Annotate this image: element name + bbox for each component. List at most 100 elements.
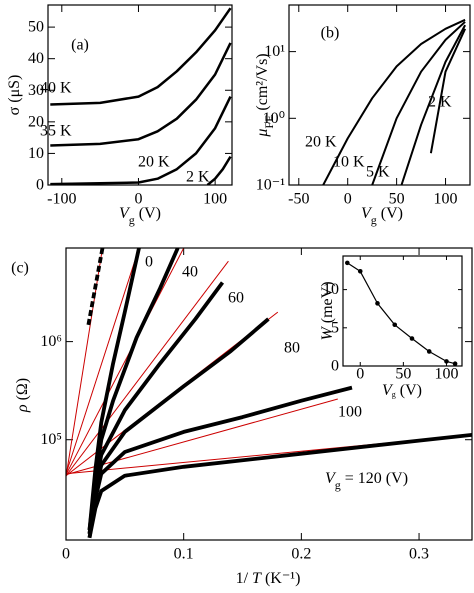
plot-frame xyxy=(65,247,473,541)
x-tick-label: 100 xyxy=(434,366,458,383)
series-label: 0 xyxy=(145,254,153,271)
series-line xyxy=(87,433,472,539)
x-tick-label: 0.2 xyxy=(291,546,311,563)
plot-frame xyxy=(288,4,471,186)
y-tick-label: 30 xyxy=(28,82,44,99)
y-axis-label-part: (μS) xyxy=(6,75,23,103)
inset-background xyxy=(343,256,462,366)
y-axis-label-part: (cm²/Vs) xyxy=(254,53,271,110)
y-axis-label-part: (meV) xyxy=(319,281,336,323)
y-axis-label: μFE (cm²/Vs) xyxy=(254,53,277,137)
y-tick-label: 50 xyxy=(28,19,44,36)
series-line xyxy=(87,385,353,539)
plot-frame xyxy=(47,4,233,186)
x-tick-label: 0 xyxy=(356,366,364,383)
y-axis-label-part: μ xyxy=(254,129,271,138)
x-axis-label-part: V xyxy=(119,205,131,222)
y-axis-label-part: ρ xyxy=(14,404,31,413)
series-label: 10 K xyxy=(333,154,365,171)
series-line xyxy=(429,28,467,154)
y-tick-label: 40 xyxy=(28,50,44,67)
x-tick-label: 0 xyxy=(344,191,352,208)
y-tick-label: 10⁵ xyxy=(40,431,62,448)
series-line xyxy=(50,96,232,185)
x-axis-label-part: (K⁻¹) xyxy=(265,570,300,587)
x-tick-label: 100 xyxy=(203,191,227,208)
series-label: 60 xyxy=(228,290,244,307)
marker xyxy=(444,359,449,364)
series-label: 2 K xyxy=(428,94,452,111)
series-line xyxy=(50,7,232,106)
marker xyxy=(392,322,398,328)
y-axis-label-part: σ xyxy=(6,106,23,115)
marker xyxy=(426,349,432,354)
y-axis-label: σ (μS) xyxy=(6,75,23,116)
x-tick-label: 50 xyxy=(395,366,411,383)
panel-label: (b) xyxy=(321,25,340,42)
y-tick-label: 10⁶ xyxy=(40,333,62,350)
x-axis-label-part: V xyxy=(382,382,394,399)
series-label: 35 K xyxy=(40,123,72,140)
series-line xyxy=(66,248,140,474)
series-line xyxy=(66,260,229,477)
annotation-part: = 120 (V) xyxy=(345,470,408,487)
panel-label: (c) xyxy=(11,260,29,277)
y-tick-label: 0 xyxy=(36,177,44,194)
y-tick-label: 5 xyxy=(331,319,339,336)
x-tick-label: 0 xyxy=(134,191,142,208)
x-axis-label-part: T xyxy=(252,570,262,587)
annotation-part: V xyxy=(325,470,337,487)
x-axis-label-part: (V) xyxy=(381,205,403,222)
x-tick-label: 0.1 xyxy=(174,546,194,563)
series-line xyxy=(322,18,466,185)
series-label: 2 K xyxy=(186,169,210,186)
series-line xyxy=(50,42,232,147)
x-axis-label: Vg (V) xyxy=(382,382,422,400)
x-tick-label: 100 xyxy=(434,191,458,208)
y-axis-label-part: W xyxy=(319,326,336,341)
marker xyxy=(345,260,350,266)
series-label: 40 xyxy=(182,264,198,281)
y-axis-label: W (meV) xyxy=(319,281,336,340)
x-tick-label: -100 xyxy=(47,191,76,208)
x-axis-label-part: g xyxy=(129,213,135,227)
panel-label: (a) xyxy=(71,37,89,54)
annotation: Vg = 120 (V) xyxy=(325,470,408,493)
x-tick-label: -50 xyxy=(288,191,309,208)
marker xyxy=(409,336,415,341)
series-label: 20 K xyxy=(138,154,170,171)
x-tick-label: 0.3 xyxy=(409,546,429,563)
x-axis-label: Vg (V) xyxy=(119,205,161,228)
x-tick-label: 50 xyxy=(389,191,405,208)
y-tick-label: 10⁰ xyxy=(263,110,285,127)
y-axis-label: ρ (Ω) xyxy=(14,378,31,413)
y-axis-label-part: (Ω) xyxy=(14,378,31,401)
x-axis-label-part: g xyxy=(392,390,396,399)
y-tick-label: 20 xyxy=(28,113,44,130)
marker xyxy=(375,301,380,306)
marker xyxy=(452,361,458,367)
x-axis-label: Vg (V) xyxy=(361,205,403,228)
series-label: 80 xyxy=(284,340,300,357)
series-label: 40 K xyxy=(40,80,72,97)
x-tick-label: 0 xyxy=(62,546,70,563)
y-axis-label-part: FE xyxy=(262,115,276,129)
x-axis-label-part: g xyxy=(371,213,377,227)
y-tick-label: 10 xyxy=(323,281,339,298)
series-label: 5 K xyxy=(366,164,390,181)
y-tick-label: 0 xyxy=(331,358,339,375)
series-line xyxy=(371,21,466,185)
series-line xyxy=(400,24,466,185)
x-axis-label-part: 1/ xyxy=(236,570,249,587)
x-axis-label-part: (V) xyxy=(139,205,161,222)
annotation-part: g xyxy=(335,478,341,492)
plot-frame xyxy=(342,255,463,367)
series-line xyxy=(87,248,180,531)
x-axis-label-part: V xyxy=(361,205,373,222)
series-line xyxy=(206,155,232,185)
series-label: 100 xyxy=(338,404,362,421)
y-tick-label: 10¹ xyxy=(264,43,285,60)
x-axis-label-part: (V) xyxy=(400,382,422,399)
x-axis-label: 1/T (K⁻¹) xyxy=(236,570,301,587)
